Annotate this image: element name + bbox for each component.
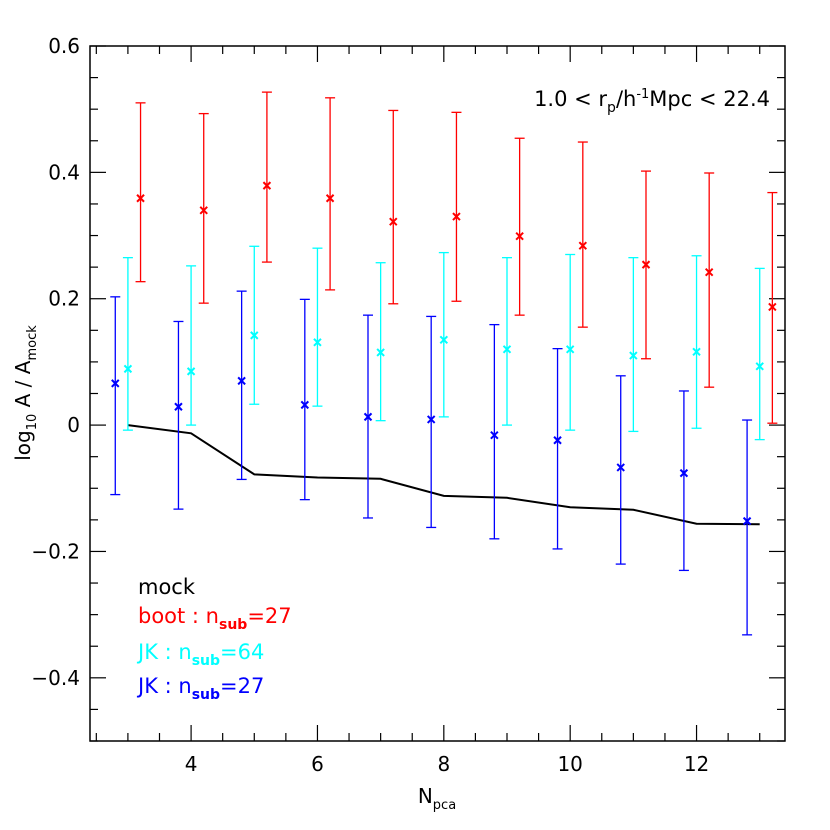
tick-labels: 4 6 8 10 12 −0.4 −0.2 0 0.2 0.4 0.6 [31, 34, 709, 776]
y-tick-label: −0.2 [31, 539, 80, 563]
legend-item-jk27: JK : nsub=27 [136, 674, 264, 703]
point-JK27 [490, 430, 499, 440]
legend-item-mock: mock [138, 575, 196, 599]
plot-frame [89, 45, 786, 742]
point-boot [325, 194, 335, 203]
point-boot [641, 260, 651, 269]
legend-item-boot: boot : nsub=27 [138, 604, 292, 633]
point-boot [768, 302, 777, 312]
point-JK64 [186, 367, 196, 376]
point-JK64 [439, 335, 449, 345]
x-tick-label: 12 [684, 752, 709, 776]
y-tick-label: 0.6 [48, 34, 80, 58]
point-JK27 [111, 379, 120, 388]
series-line-mock [127, 424, 760, 526]
point-JK64 [376, 348, 385, 357]
point-JK64 [755, 362, 764, 371]
y-axis-label: log10 A / Amock [11, 325, 40, 461]
point-JK27 [616, 463, 625, 472]
y-tick-label: 0.4 [48, 160, 80, 184]
x-axis-label: Npca [418, 784, 456, 813]
point-boot [389, 217, 398, 226]
data-marks [110, 91, 778, 636]
point-boot [262, 181, 272, 190]
series-mock [127, 424, 760, 526]
series-JK27 [110, 290, 753, 636]
y-tick-label: −0.4 [31, 666, 80, 690]
point-JK64 [502, 345, 512, 354]
point-JK64 [250, 331, 259, 340]
x-tick-label: 8 [437, 752, 450, 776]
point-JK64 [313, 338, 322, 347]
x-tick-label: 10 [557, 752, 582, 776]
point-boot [199, 206, 208, 215]
y-tick-label: 0 [67, 413, 80, 437]
point-JK27 [300, 400, 310, 410]
point-JK27 [426, 415, 436, 424]
legend-item-jk64: JK : nsub=64 [136, 640, 264, 669]
point-JK27 [174, 402, 183, 411]
point-JK64 [692, 347, 701, 357]
point-boot [578, 241, 588, 250]
point-boot [704, 267, 714, 277]
series-boot [135, 91, 778, 424]
point-boot [452, 212, 461, 221]
point-JK27 [679, 468, 689, 478]
point-JK27 [237, 376, 246, 386]
axis-ticks [90, 45, 785, 742]
point-JK64 [123, 364, 133, 374]
x-tick-label: 4 [185, 752, 198, 776]
series-JK64 [122, 245, 765, 441]
point-JK27 [742, 516, 752, 526]
y-tick-label: 0.2 [48, 287, 80, 311]
annotation-range: 1.0 < rp/h-1Mpc < 22.4 [534, 87, 770, 116]
point-boot [136, 194, 145, 203]
point-boot [515, 231, 524, 241]
x-tick-label: 6 [311, 752, 324, 776]
point-JK27 [363, 412, 373, 422]
point-JK27 [553, 436, 562, 445]
point-JK64 [565, 345, 575, 354]
point-JK64 [629, 351, 638, 360]
legend: mock boot : nsub=27 JK : nsub=64 JK : ns… [136, 575, 292, 703]
